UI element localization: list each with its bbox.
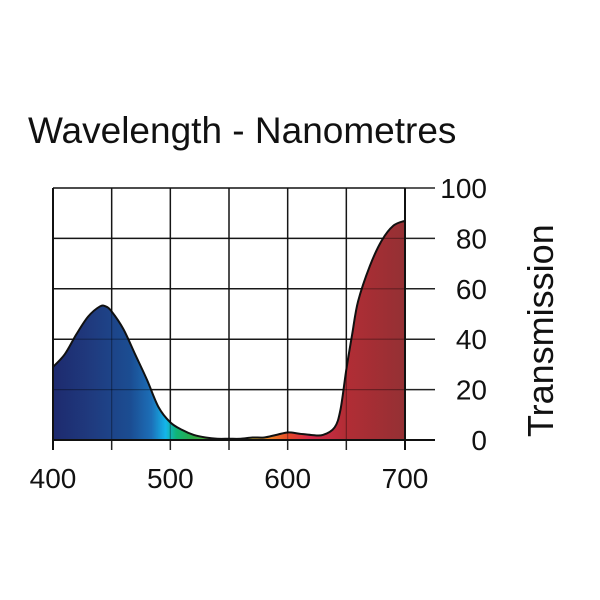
- x-tick-label: 400: [30, 463, 77, 494]
- y-tick-label: 60: [456, 274, 487, 305]
- y-tick-label: 100: [440, 173, 487, 204]
- x-tick-labels: 400 500 600 700: [30, 463, 429, 494]
- x-tick-label: 700: [382, 463, 429, 494]
- y-tick-labels: 0 20 40 60 80 100: [440, 173, 487, 456]
- y-tick-label: 80: [456, 223, 487, 254]
- transmission-area: [52, 219, 406, 441]
- y-tick-label: 20: [456, 375, 487, 406]
- x-tick-label: 600: [264, 463, 311, 494]
- x-tick-label: 500: [147, 463, 194, 494]
- y-tick-label: 40: [456, 324, 487, 355]
- chart-title: Wavelength - Nanometres: [28, 110, 456, 151]
- y-tick-label: 0: [471, 425, 487, 456]
- y-axis-label: Transmission: [520, 224, 561, 437]
- grid-overlay: [52, 187, 435, 450]
